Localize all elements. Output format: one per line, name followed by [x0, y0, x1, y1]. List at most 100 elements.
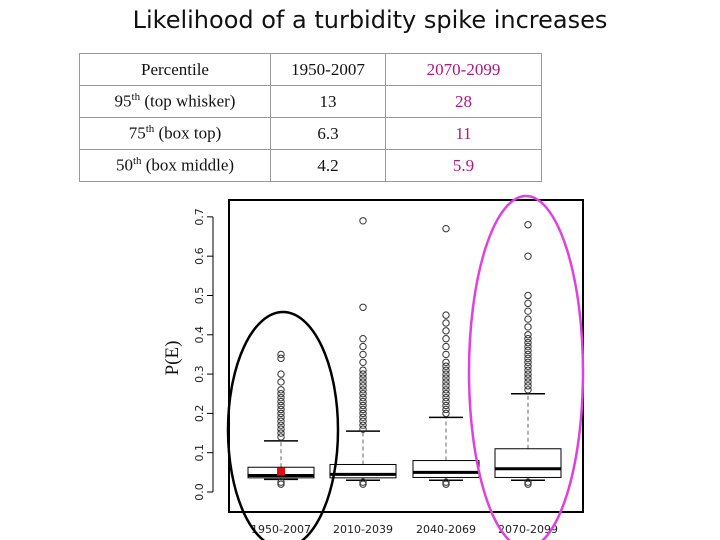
outlier-point — [524, 366, 532, 374]
outlier-point — [524, 252, 532, 260]
outlier-point — [359, 393, 367, 402]
table-row-label: 75th (box top) — [79, 117, 271, 150]
y-tick-label: 0.4 — [193, 326, 206, 344]
outlier-point — [524, 346, 532, 355]
x-tick-label: 2070-2099 — [498, 523, 558, 536]
outlier-point — [359, 358, 367, 366]
outlier-point — [524, 342, 532, 351]
outlier-point — [442, 405, 450, 414]
outlier-point — [442, 327, 450, 335]
outlier-point — [524, 358, 532, 366]
table-cell: 28 — [385, 85, 542, 118]
y-tick-label: 0.7 — [193, 208, 206, 226]
y-tick-label: 0.5 — [193, 287, 206, 305]
y-tick-label: 0.2 — [193, 405, 206, 423]
outlier-point — [359, 370, 367, 378]
outlier-point — [524, 315, 532, 323]
outlier-point — [277, 401, 285, 410]
outlier-point — [359, 405, 367, 414]
outlier-point — [442, 478, 450, 486]
outlier-point — [277, 390, 285, 398]
historic-highlight-ellipse — [226, 310, 340, 540]
outlier-point — [524, 378, 532, 386]
outlier-point — [524, 350, 532, 359]
box-iqr — [412, 460, 480, 478]
outlier-point — [442, 342, 450, 351]
percentile-table: Percentile 1950-2007 2070-2099 95th (top… — [79, 53, 542, 182]
slide-title: Likelihood of a turbidity spike increase… — [132, 6, 608, 34]
outlier-point — [524, 307, 532, 315]
outlier-point — [359, 390, 367, 398]
outlier-point — [442, 374, 450, 382]
outlier-point — [524, 386, 532, 394]
outlier-point — [359, 401, 367, 410]
outlier-point — [359, 303, 367, 311]
outlier-point — [524, 291, 532, 300]
outlier-point — [277, 397, 285, 406]
table-header-row: Percentile 1950-2007 2070-2099 — [79, 53, 542, 86]
outlier-point — [524, 374, 532, 382]
outlier-point — [524, 362, 532, 370]
outlier-point — [359, 413, 367, 422]
outlier-point — [359, 478, 367, 486]
outlier-point — [442, 401, 450, 410]
outlier-point — [359, 397, 367, 406]
y-tick-label: 0.1 — [193, 444, 206, 462]
outlier-point — [442, 370, 450, 378]
outlier-point — [359, 217, 367, 225]
median-marker — [277, 467, 285, 476]
outlier-point — [277, 433, 285, 441]
outlier-point — [442, 393, 450, 402]
table-header-cell: 1950-2007 — [270, 53, 386, 86]
y-tick-label: 0.6 — [193, 247, 206, 265]
outlier-point — [524, 331, 532, 339]
outlier-point — [359, 350, 367, 359]
outlier-point — [442, 350, 450, 359]
outlier-point — [442, 382, 450, 390]
table-cell: 5.9 — [385, 149, 542, 182]
outlier-point — [277, 350, 285, 359]
outlier-point — [359, 335, 367, 343]
outlier-point — [277, 413, 285, 422]
outlier-point — [524, 323, 532, 331]
outlier-point — [442, 335, 450, 343]
outlier-point — [524, 370, 532, 378]
outlier-point — [524, 382, 532, 390]
outlier-point — [359, 382, 367, 390]
outlier-point — [359, 421, 367, 429]
outlier-point — [359, 374, 367, 382]
outlier-point — [442, 378, 450, 386]
outlier-point — [442, 409, 450, 418]
outlier-point — [524, 478, 532, 486]
outlier-point — [359, 417, 367, 425]
outlier-point — [277, 429, 285, 437]
outlier-point — [277, 354, 285, 363]
outlier-point — [442, 311, 450, 319]
y-tick-label: 0.3 — [193, 365, 206, 383]
table-cell: 4.2 — [270, 149, 386, 182]
outlier-point — [442, 358, 450, 366]
table-row-label: 95th (top whisker) — [79, 85, 271, 118]
outlier-point — [442, 319, 450, 327]
outlier-point — [524, 354, 532, 363]
table-cell: 13 — [270, 85, 386, 118]
table-header-cell: Percentile — [79, 53, 271, 86]
outlier-point — [277, 370, 285, 378]
box-iqr — [329, 463, 397, 479]
outlier-point — [277, 378, 285, 386]
table-header-cell: 2070-2099 — [385, 53, 542, 86]
x-tick-label: 1950-2007 — [251, 523, 311, 536]
outlier-point — [524, 299, 532, 308]
outlier-point — [277, 409, 285, 418]
outlier-point — [442, 224, 450, 233]
outlier-point — [524, 335, 532, 343]
table-row: 50th (box middle) 4.2 5.9 — [79, 149, 542, 182]
outlier-point — [277, 417, 285, 425]
outlier-point — [442, 362, 450, 370]
plot-layer: 0.0 0.1 0.2 0.3 0.4 0.5 0.6 0.7 1950-2007 2010-20… — [193, 194, 585, 540]
x-tick-label: 2010-2039 — [333, 523, 393, 536]
outlier-point — [359, 378, 367, 386]
table-cell: 6.3 — [270, 117, 386, 150]
outlier-point — [277, 480, 285, 488]
outlier-point — [277, 425, 285, 433]
